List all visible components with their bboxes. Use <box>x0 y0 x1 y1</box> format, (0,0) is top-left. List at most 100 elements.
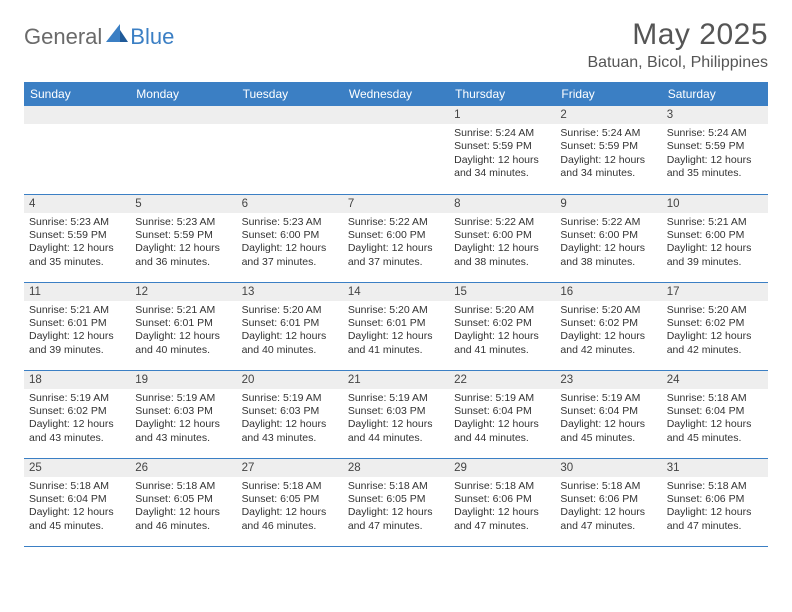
calendar-week-row: 25Sunrise: 5:18 AMSunset: 6:04 PMDayligh… <box>24 458 768 546</box>
daylight-text: Daylight: 12 hours and 34 minutes. <box>454 154 550 181</box>
day-details: Sunrise: 5:18 AMSunset: 6:04 PMDaylight:… <box>662 389 768 450</box>
day-details: Sunrise: 5:18 AMSunset: 6:05 PMDaylight:… <box>237 477 343 538</box>
day-details: Sunrise: 5:18 AMSunset: 6:06 PMDaylight:… <box>662 477 768 538</box>
sunrise-text: Sunrise: 5:19 AM <box>348 392 444 405</box>
sunset-text: Sunset: 6:04 PM <box>29 493 125 506</box>
sunset-text: Sunset: 6:03 PM <box>135 405 231 418</box>
day-number: 2 <box>555 106 661 124</box>
day-details: Sunrise: 5:21 AMSunset: 6:00 PMDaylight:… <box>662 213 768 274</box>
sunrise-text: Sunrise: 5:20 AM <box>667 304 763 317</box>
title-block: May 2025 Batuan, Bicol, Philippines <box>587 18 768 72</box>
day-number: 18 <box>24 371 130 389</box>
day-number: 13 <box>237 283 343 301</box>
sunset-text: Sunset: 6:05 PM <box>135 493 231 506</box>
day-details: Sunrise: 5:20 AMSunset: 6:02 PMDaylight:… <box>555 301 661 362</box>
sunrise-text: Sunrise: 5:20 AM <box>560 304 656 317</box>
daylight-text: Daylight: 12 hours and 39 minutes. <box>29 330 125 357</box>
day-number: 8 <box>449 195 555 213</box>
brand-part1: General <box>24 24 102 50</box>
calendar-day-cell: 15Sunrise: 5:20 AMSunset: 6:02 PMDayligh… <box>449 282 555 370</box>
day-details: Sunrise: 5:20 AMSunset: 6:02 PMDaylight:… <box>662 301 768 362</box>
weekday-header-row: Sunday Monday Tuesday Wednesday Thursday… <box>24 82 768 106</box>
day-number: 9 <box>555 195 661 213</box>
sunset-text: Sunset: 6:04 PM <box>667 405 763 418</box>
daylight-text: Daylight: 12 hours and 41 minutes. <box>348 330 444 357</box>
daylight-text: Daylight: 12 hours and 47 minutes. <box>667 506 763 533</box>
sunrise-text: Sunrise: 5:18 AM <box>348 480 444 493</box>
daylight-text: Daylight: 12 hours and 43 minutes. <box>242 418 338 445</box>
sunrise-text: Sunrise: 5:18 AM <box>135 480 231 493</box>
day-number: 27 <box>237 459 343 477</box>
sunset-text: Sunset: 5:59 PM <box>560 140 656 153</box>
day-details: Sunrise: 5:20 AMSunset: 6:01 PMDaylight:… <box>237 301 343 362</box>
daylight-text: Daylight: 12 hours and 43 minutes. <box>135 418 231 445</box>
calendar-day-cell: 28Sunrise: 5:18 AMSunset: 6:05 PMDayligh… <box>343 458 449 546</box>
sunrise-text: Sunrise: 5:18 AM <box>242 480 338 493</box>
sunset-text: Sunset: 6:04 PM <box>454 405 550 418</box>
day-number: 28 <box>343 459 449 477</box>
daylight-text: Daylight: 12 hours and 45 minutes. <box>29 506 125 533</box>
calendar-day-cell <box>24 106 130 194</box>
sunset-text: Sunset: 6:03 PM <box>242 405 338 418</box>
daylight-text: Daylight: 12 hours and 42 minutes. <box>667 330 763 357</box>
daylight-text: Daylight: 12 hours and 40 minutes. <box>135 330 231 357</box>
sunrise-text: Sunrise: 5:20 AM <box>348 304 444 317</box>
sunrise-text: Sunrise: 5:19 AM <box>29 392 125 405</box>
calendar-day-cell: 20Sunrise: 5:19 AMSunset: 6:03 PMDayligh… <box>237 370 343 458</box>
daylight-text: Daylight: 12 hours and 41 minutes. <box>454 330 550 357</box>
day-number: 4 <box>24 195 130 213</box>
calendar-body: 1Sunrise: 5:24 AMSunset: 5:59 PMDaylight… <box>24 106 768 546</box>
daylight-text: Daylight: 12 hours and 38 minutes. <box>454 242 550 269</box>
sunrise-text: Sunrise: 5:19 AM <box>454 392 550 405</box>
sunset-text: Sunset: 6:06 PM <box>560 493 656 506</box>
calendar-day-cell: 25Sunrise: 5:18 AMSunset: 6:04 PMDayligh… <box>24 458 130 546</box>
calendar-week-row: 1Sunrise: 5:24 AMSunset: 5:59 PMDaylight… <box>24 106 768 194</box>
day-number: 24 <box>662 371 768 389</box>
brand-part2: Blue <box>130 24 174 50</box>
calendar-day-cell: 27Sunrise: 5:18 AMSunset: 6:05 PMDayligh… <box>237 458 343 546</box>
day-details: Sunrise: 5:20 AMSunset: 6:02 PMDaylight:… <box>449 301 555 362</box>
day-details: Sunrise: 5:23 AMSunset: 5:59 PMDaylight:… <box>130 213 236 274</box>
sunset-text: Sunset: 6:01 PM <box>29 317 125 330</box>
day-details: Sunrise: 5:23 AMSunset: 5:59 PMDaylight:… <box>24 213 130 274</box>
sunset-text: Sunset: 6:03 PM <box>348 405 444 418</box>
calendar-week-row: 18Sunrise: 5:19 AMSunset: 6:02 PMDayligh… <box>24 370 768 458</box>
sunset-text: Sunset: 6:00 PM <box>348 229 444 242</box>
day-number: 3 <box>662 106 768 124</box>
day-number <box>237 106 343 124</box>
day-details: Sunrise: 5:18 AMSunset: 6:05 PMDaylight:… <box>130 477 236 538</box>
day-details: Sunrise: 5:24 AMSunset: 5:59 PMDaylight:… <box>449 124 555 185</box>
sunrise-text: Sunrise: 5:18 AM <box>454 480 550 493</box>
sunset-text: Sunset: 6:02 PM <box>29 405 125 418</box>
sunrise-text: Sunrise: 5:20 AM <box>242 304 338 317</box>
sunset-text: Sunset: 6:00 PM <box>560 229 656 242</box>
sunrise-text: Sunrise: 5:23 AM <box>242 216 338 229</box>
calendar-day-cell: 1Sunrise: 5:24 AMSunset: 5:59 PMDaylight… <box>449 106 555 194</box>
calendar-day-cell: 29Sunrise: 5:18 AMSunset: 6:06 PMDayligh… <box>449 458 555 546</box>
sunset-text: Sunset: 5:59 PM <box>454 140 550 153</box>
sunrise-text: Sunrise: 5:19 AM <box>560 392 656 405</box>
calendar-day-cell: 26Sunrise: 5:18 AMSunset: 6:05 PMDayligh… <box>130 458 236 546</box>
calendar-table: Sunday Monday Tuesday Wednesday Thursday… <box>24 82 768 547</box>
calendar-day-cell: 12Sunrise: 5:21 AMSunset: 6:01 PMDayligh… <box>130 282 236 370</box>
sunset-text: Sunset: 6:00 PM <box>454 229 550 242</box>
daylight-text: Daylight: 12 hours and 38 minutes. <box>560 242 656 269</box>
day-number: 15 <box>449 283 555 301</box>
calendar-day-cell: 14Sunrise: 5:20 AMSunset: 6:01 PMDayligh… <box>343 282 449 370</box>
day-details: Sunrise: 5:24 AMSunset: 5:59 PMDaylight:… <box>662 124 768 185</box>
day-details: Sunrise: 5:22 AMSunset: 6:00 PMDaylight:… <box>555 213 661 274</box>
day-number: 25 <box>24 459 130 477</box>
location-label: Batuan, Bicol, Philippines <box>587 54 768 72</box>
day-details: Sunrise: 5:21 AMSunset: 6:01 PMDaylight:… <box>130 301 236 362</box>
day-number: 5 <box>130 195 236 213</box>
day-details: Sunrise: 5:19 AMSunset: 6:03 PMDaylight:… <box>343 389 449 450</box>
day-number: 22 <box>449 371 555 389</box>
brand-triangle-icon <box>106 24 128 42</box>
weekday-header: Sunday <box>24 82 130 106</box>
calendar-day-cell: 3Sunrise: 5:24 AMSunset: 5:59 PMDaylight… <box>662 106 768 194</box>
daylight-text: Daylight: 12 hours and 34 minutes. <box>560 154 656 181</box>
day-number <box>130 106 236 124</box>
day-number: 31 <box>662 459 768 477</box>
sunset-text: Sunset: 6:04 PM <box>560 405 656 418</box>
calendar-day-cell: 8Sunrise: 5:22 AMSunset: 6:00 PMDaylight… <box>449 194 555 282</box>
